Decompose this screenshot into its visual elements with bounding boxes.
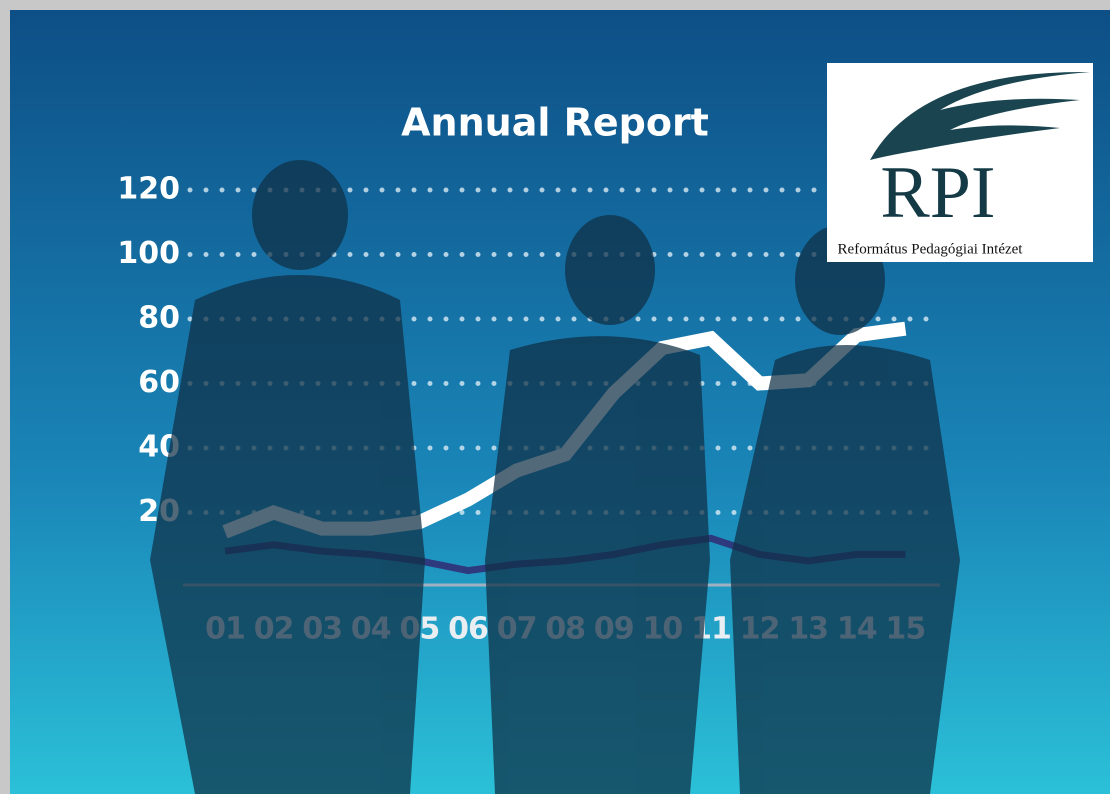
y-tick-label: 80 (138, 301, 180, 336)
logo-title: RPI (880, 152, 995, 234)
x-tick-label: 06 (448, 612, 488, 647)
y-tick-label: 60 (138, 365, 180, 400)
y-tick-label: 100 (117, 236, 180, 271)
chart-title: Annual Report (401, 101, 709, 145)
logo-subtitle: Református Pedagógiai Intézet (838, 241, 1024, 257)
chart: Annual Report 20406080100120010203040506… (0, 0, 1110, 794)
y-tick-label: 120 (117, 172, 180, 207)
logo: RPI Református Pedagógiai Intézet (827, 63, 1093, 262)
